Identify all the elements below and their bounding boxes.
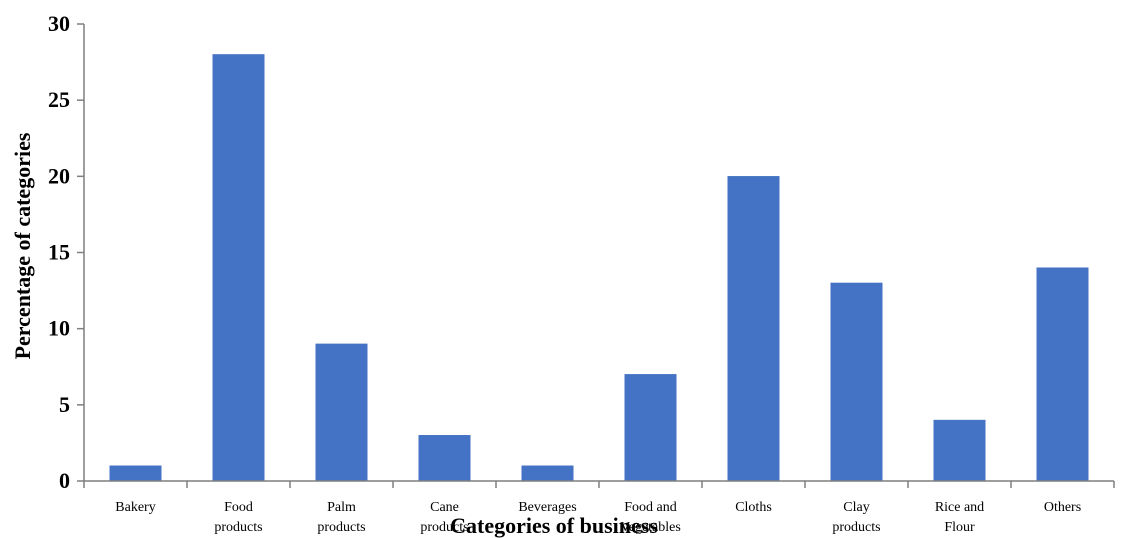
bar: [624, 374, 677, 482]
x-tick-label: Food and: [624, 500, 677, 515]
x-tick-label: Clay: [843, 500, 869, 515]
y-tick-label: 0: [59, 468, 70, 493]
bar: [933, 419, 986, 482]
x-tick-label: Vegetables: [620, 520, 681, 535]
x-tick-label: Cane: [430, 500, 459, 515]
x-tick-label: Flour: [944, 520, 975, 535]
x-tick-label: Food: [224, 500, 253, 515]
x-tick-label: Beverages: [518, 500, 576, 515]
bar: [418, 435, 471, 482]
x-axis-ticks: Bakery Food products Palm products Cane produc…: [83, 481, 1115, 535]
x-tick-label: products: [832, 520, 880, 535]
bar: [315, 343, 368, 482]
bar: [1036, 267, 1089, 482]
y-axis-title: Percentage of categories: [10, 132, 35, 359]
bar: [212, 54, 265, 482]
x-tick-label: products: [317, 520, 365, 535]
x-tick-label: Bakery: [115, 500, 155, 515]
y-tick-label: 25: [48, 87, 70, 112]
y-tick-label: 5: [59, 392, 70, 417]
x-tick-label: Palm: [327, 500, 356, 515]
bar: [727, 176, 780, 482]
y-tick-label: 20: [48, 163, 70, 188]
bar: [109, 465, 162, 482]
bar: [830, 282, 883, 482]
x-tick-label: products: [214, 520, 262, 535]
bar: [521, 465, 574, 482]
x-tick-label: Cloths: [735, 500, 772, 515]
x-tick-label: products: [420, 520, 468, 535]
y-axis-ticks: 0 5 10 15 20 25 30: [48, 11, 84, 493]
y-tick-label: 15: [48, 240, 70, 265]
x-tick-label: Rice and: [935, 500, 984, 515]
y-tick-label: 30: [48, 11, 70, 36]
x-axis-title: Categories of business: [450, 513, 658, 538]
y-tick-label: 10: [48, 316, 70, 341]
bars-layer: [109, 54, 1089, 482]
x-tick-label: Others: [1044, 500, 1081, 515]
